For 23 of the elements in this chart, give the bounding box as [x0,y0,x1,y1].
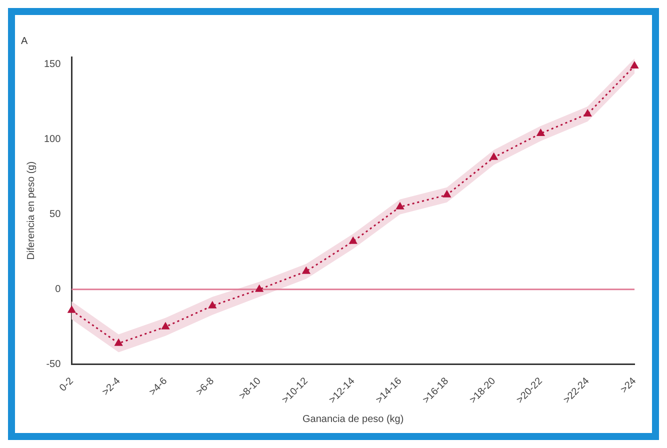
point [302,266,311,274]
point [630,60,639,68]
point [254,284,264,292]
y-axis-title: Diferencia en peso (g) [26,161,37,260]
y-tick-label: -50 [46,359,62,370]
point [442,190,452,198]
y-tick-label: 150 [44,59,62,70]
x-tick-label: 0-2 [58,376,76,394]
point [208,300,217,308]
point [396,202,404,210]
x-tick-label: >24 [618,376,639,396]
y-tick-label: 0 [55,284,62,296]
point [489,152,498,160]
x-axis-title: Ganancia de peso (kg) [302,414,404,425]
point [536,128,546,136]
point [161,322,170,330]
point [114,338,123,346]
y-tick-label: 50 [50,209,62,220]
point [67,305,76,313]
y-tick-label: 100 [44,134,62,146]
chart-title: A [21,36,28,47]
point [583,108,592,116]
point [348,236,358,244]
